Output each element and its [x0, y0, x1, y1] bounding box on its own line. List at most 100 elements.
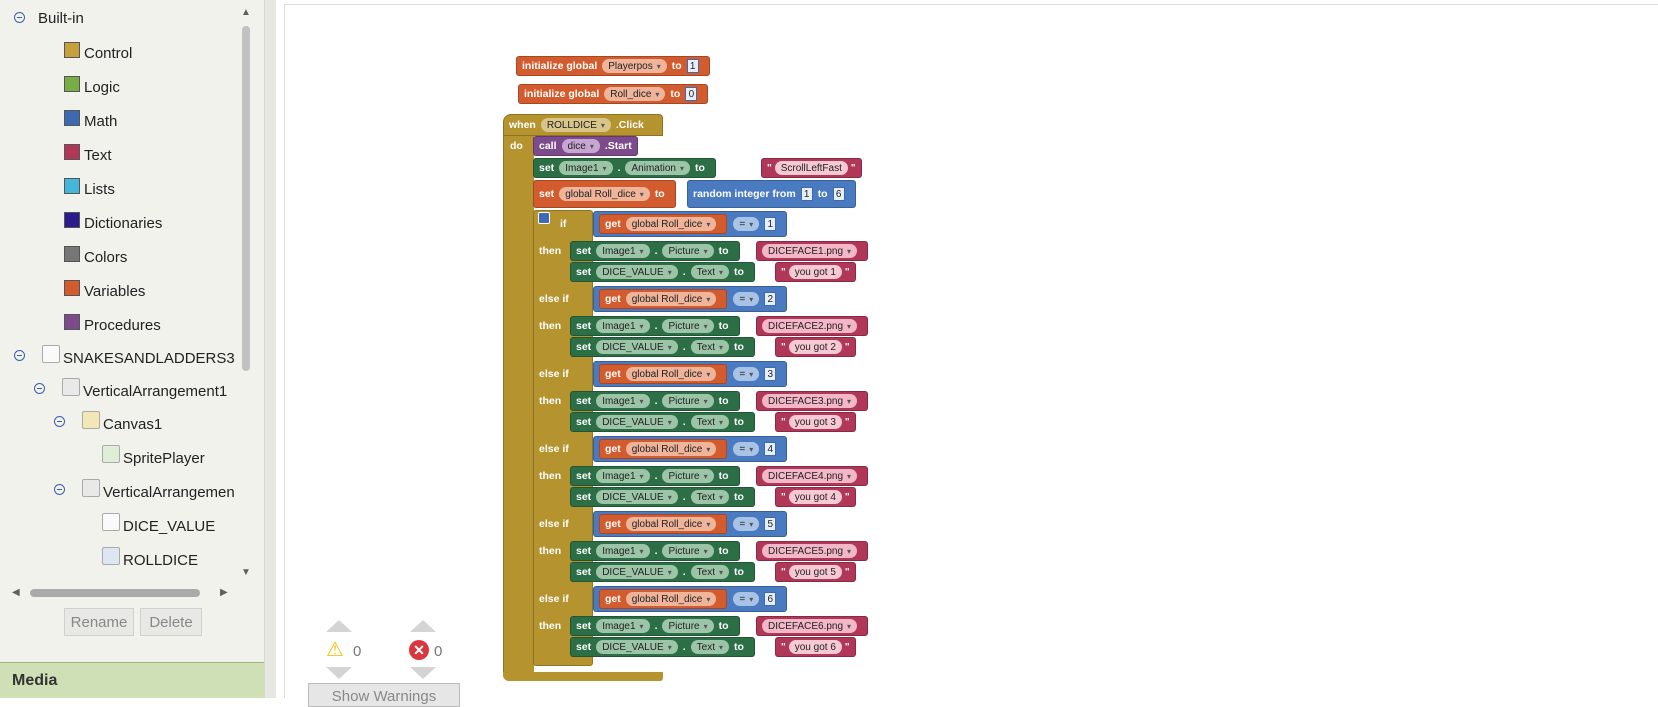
- set-picture-block[interactable]: set Image1. Picture to: [570, 616, 740, 636]
- compare-block[interactable]: get global Roll_dice = 6: [593, 586, 788, 612]
- text-string-block[interactable]: " you got 5 ": [775, 562, 856, 582]
- variable-dropdown[interactable]: global Roll_dice: [625, 517, 717, 531]
- get-variable-block[interactable]: get global Roll_dice: [599, 364, 728, 384]
- palette-item-procedures[interactable]: Procedures: [64, 312, 161, 338]
- operator-dropdown[interactable]: =: [733, 442, 760, 456]
- error-prev-icon[interactable]: [410, 620, 436, 632]
- if-else-block[interactable]: [533, 210, 593, 666]
- scroll-down-icon[interactable]: ▼: [241, 567, 251, 578]
- tree-item-sprite[interactable]: SpritePlayer: [102, 445, 205, 471]
- set-variable-block[interactable]: set global Roll_dice to: [533, 180, 676, 208]
- tree-item-label-component[interactable]: DICE_VALUE: [102, 513, 215, 539]
- asset-dropdown[interactable]: DICEFACE2.png: [762, 319, 858, 333]
- tree-vertical-scrollbar[interactable]: ▲ ▼: [240, 8, 252, 578]
- component-dropdown[interactable]: DICE_VALUE: [596, 640, 678, 654]
- tree-horizontal-scrollbar[interactable]: ◀ ▶: [10, 586, 232, 600]
- compare-block[interactable]: get global Roll_dice = 1: [593, 211, 788, 237]
- error-next-icon[interactable]: [410, 667, 436, 679]
- blocks-workspace[interactable]: [284, 4, 1658, 698]
- number-value[interactable]: 1: [686, 59, 699, 73]
- collapse-screen-icon[interactable]: [14, 350, 25, 361]
- collapse-vertical1-icon[interactable]: [34, 383, 45, 394]
- get-variable-block[interactable]: get global Roll_dice: [599, 589, 728, 609]
- asset-dropdown[interactable]: DICEFACE1.png: [762, 244, 858, 258]
- asset-dropdown-block[interactable]: DICEFACE2.png: [756, 316, 869, 336]
- text-value[interactable]: you got 6: [788, 640, 842, 654]
- media-header[interactable]: Media: [0, 662, 264, 698]
- compare-block[interactable]: get global Roll_dice = 2: [593, 286, 788, 312]
- property-dropdown[interactable]: Picture: [662, 469, 714, 483]
- number-value[interactable]: 4: [764, 442, 777, 456]
- property-dropdown[interactable]: Picture: [662, 244, 714, 258]
- operator-dropdown[interactable]: =: [733, 217, 760, 231]
- collapse-built-in-icon[interactable]: [14, 12, 25, 23]
- component-dropdown[interactable]: Image1: [596, 544, 650, 558]
- component-dropdown[interactable]: Image1: [596, 244, 650, 258]
- component-dropdown[interactable]: DICE_VALUE: [596, 565, 678, 579]
- variable-dropdown[interactable]: global Roll_dice: [625, 442, 717, 456]
- call-method-block[interactable]: call dice .Start: [533, 136, 638, 156]
- compare-block[interactable]: get global Roll_dice = 3: [593, 361, 788, 387]
- operator-dropdown[interactable]: =: [733, 592, 760, 606]
- property-dropdown[interactable]: Text: [690, 340, 729, 354]
- component-dropdown[interactable]: Image1: [596, 469, 650, 483]
- operator-dropdown[interactable]: =: [733, 292, 760, 306]
- component-dropdown[interactable]: dice: [561, 139, 600, 153]
- number-value[interactable]: 6: [764, 592, 777, 606]
- property-dropdown[interactable]: Picture: [662, 394, 714, 408]
- rename-button[interactable]: Rename: [64, 608, 134, 636]
- set-text-block[interactable]: set DICE_VALUE. Textto: [570, 487, 755, 507]
- random-integer-block[interactable]: random integer from 1 to 6: [687, 180, 856, 208]
- warning-prev-icon[interactable]: [326, 620, 352, 632]
- get-variable-block[interactable]: get global Roll_dice: [599, 289, 728, 309]
- text-string-block[interactable]: " ScrollLeftFast ": [761, 158, 862, 178]
- number-value[interactable]: 0: [685, 87, 698, 101]
- initialize-global-block[interactable]: initialize global Playerpos to 1: [516, 56, 710, 76]
- set-text-block[interactable]: set DICE_VALUE. Textto: [570, 562, 755, 582]
- compare-block[interactable]: get global Roll_dice = 5: [593, 511, 788, 537]
- number-value[interactable]: 1: [764, 217, 777, 231]
- variable-name-field[interactable]: Playerpos: [602, 59, 667, 73]
- get-variable-block[interactable]: get global Roll_dice: [599, 439, 728, 459]
- text-value[interactable]: ScrollLeftFast: [774, 161, 848, 175]
- component-dropdown[interactable]: Image1: [596, 619, 650, 633]
- tree-item-button[interactable]: ROLLDICE: [102, 547, 198, 573]
- scroll-right-icon[interactable]: ▶: [220, 587, 228, 598]
- text-string-block[interactable]: " you got 1 ": [775, 262, 856, 282]
- asset-dropdown-block[interactable]: DICEFACE4.png: [756, 466, 869, 486]
- set-text-block[interactable]: set DICE_VALUE. Textto: [570, 262, 755, 282]
- tree-item-vertical1[interactable]: VerticalArrangement1: [62, 378, 227, 404]
- component-dropdown[interactable]: Image1: [596, 319, 650, 333]
- text-value[interactable]: you got 3: [788, 415, 842, 429]
- component-dropdown[interactable]: DICE_VALUE: [596, 415, 678, 429]
- asset-dropdown[interactable]: DICEFACE4.png: [762, 469, 858, 483]
- text-value[interactable]: you got 1: [788, 265, 842, 279]
- set-picture-block[interactable]: set Image1. Picture to: [570, 466, 740, 486]
- show-warnings-button[interactable]: Show Warnings: [308, 683, 460, 707]
- component-dropdown[interactable]: DICE_VALUE: [596, 265, 678, 279]
- text-string-block[interactable]: " you got 3 ": [775, 412, 856, 432]
- collapse-vertical2-icon[interactable]: [54, 484, 65, 495]
- asset-dropdown[interactable]: DICEFACE5.png: [762, 544, 858, 558]
- palette-item-logic[interactable]: Logic: [64, 74, 120, 100]
- tree-item-canvas[interactable]: Canvas1: [82, 411, 162, 437]
- get-variable-block[interactable]: get global Roll_dice: [599, 214, 728, 234]
- tree-horizontal-scroll-thumb[interactable]: [30, 589, 200, 597]
- text-value[interactable]: you got 2: [788, 340, 842, 354]
- set-text-block[interactable]: set DICE_VALUE. Textto: [570, 337, 755, 357]
- asset-dropdown-block[interactable]: DICEFACE6.png: [756, 616, 869, 636]
- asset-dropdown[interactable]: DICEFACE3.png: [762, 394, 858, 408]
- palette-item-dictionaries[interactable]: Dictionaries: [64, 210, 162, 236]
- component-dropdown[interactable]: DICE_VALUE: [596, 490, 678, 504]
- tree-item-screen[interactable]: SNAKESANDLADDERS3: [42, 345, 235, 371]
- component-dropdown[interactable]: Image1: [596, 394, 650, 408]
- initialize-global-block[interactable]: initialize global Roll_dice to 0: [518, 84, 709, 104]
- delete-button[interactable]: Delete: [140, 608, 202, 636]
- scroll-left-icon[interactable]: ◀: [12, 587, 20, 598]
- property-dropdown[interactable]: Text: [690, 415, 729, 429]
- component-dropdown[interactable]: DICE_VALUE: [596, 340, 678, 354]
- component-dropdown[interactable]: ROLLDICE: [540, 118, 611, 132]
- palette-item-control[interactable]: Control: [64, 40, 132, 66]
- number-value[interactable]: 3: [764, 367, 777, 381]
- variable-name-field[interactable]: Roll_dice: [604, 87, 666, 101]
